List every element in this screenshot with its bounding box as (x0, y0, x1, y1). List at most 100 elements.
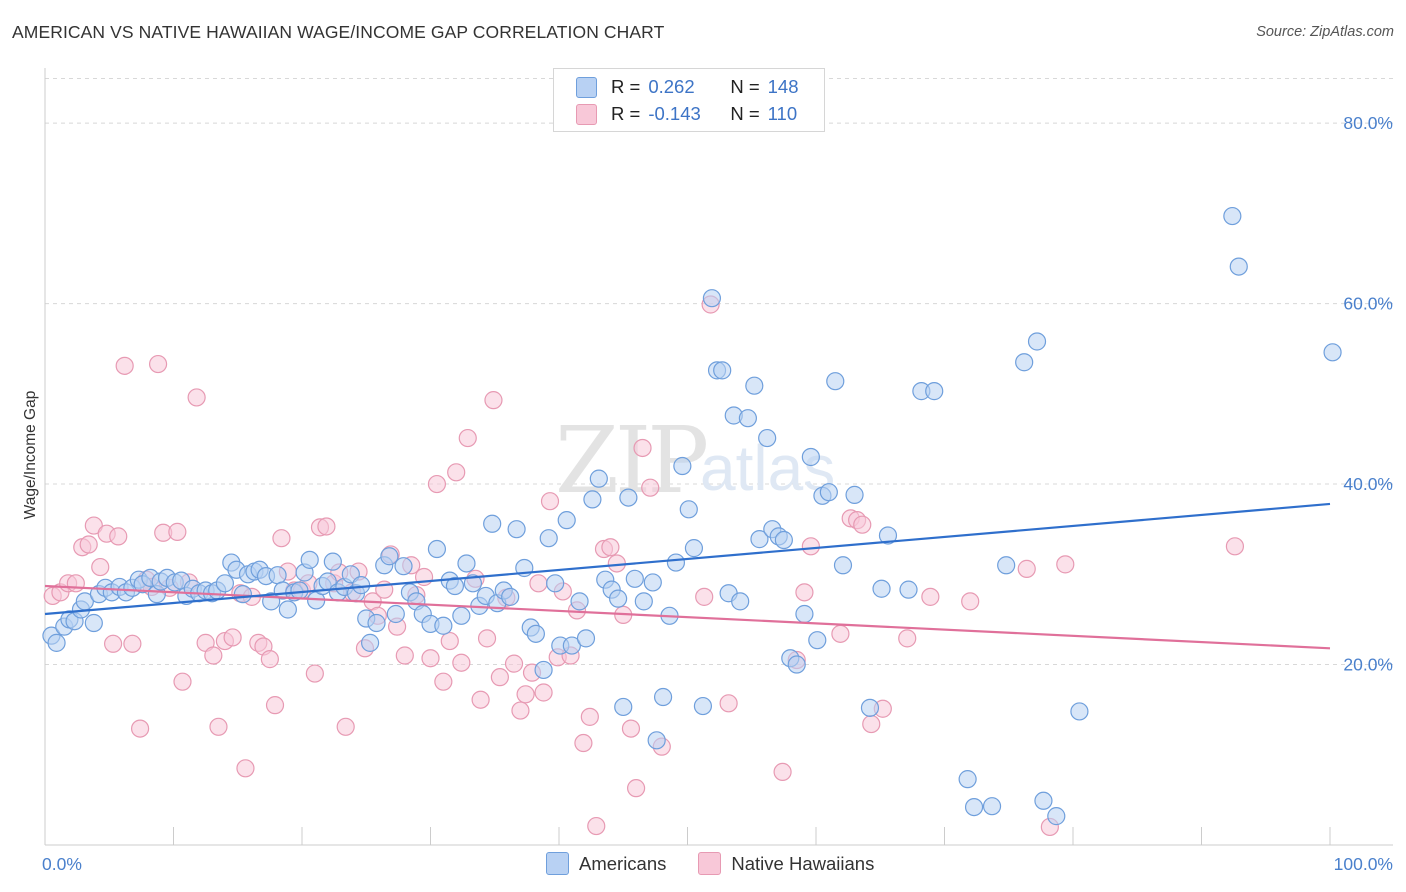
native-hawaiian-point (633, 438, 652, 458)
native-hawaiian-point (695, 587, 714, 606)
american-point (1229, 257, 1248, 276)
legend-label-native-hawaiians: Native Hawaiians (731, 852, 875, 874)
x-tick-label: 100.0% (1334, 854, 1393, 874)
americans-swatch (546, 852, 569, 875)
american-point (787, 655, 806, 674)
native-hawaiian-point (440, 631, 459, 651)
american-point (278, 600, 297, 619)
native-hawaiian-point (265, 696, 285, 715)
americans-swatch (576, 76, 597, 98)
american-point (745, 376, 764, 395)
legend-r-label: R = (611, 76, 641, 97)
native-hawaiian-point (795, 583, 814, 602)
american-point (609, 589, 628, 608)
american-point (367, 613, 386, 633)
american-point (546, 574, 565, 593)
native-hawaiian-point (1056, 555, 1075, 574)
american-point (738, 409, 757, 428)
chart-title: AMERICAN VS NATIVE HAWAIIAN WAGE/INCOME … (12, 22, 665, 42)
y-tick-label: 20.0% (1343, 655, 1393, 675)
native-hawaiian-point (587, 816, 606, 836)
american-point (750, 530, 769, 549)
native-hawaiian-point (148, 354, 168, 374)
native-hawaiians-series (43, 295, 1245, 837)
american-point (539, 529, 558, 548)
american-point (819, 483, 838, 502)
american-point (463, 574, 483, 593)
american-point (380, 547, 399, 566)
native-hawaiian-point (447, 463, 466, 482)
legend-r-value: 0.262 (648, 76, 695, 97)
american-point (1047, 807, 1066, 826)
american-point (583, 490, 602, 509)
american-point (589, 469, 608, 488)
american-point (860, 698, 880, 717)
american-point (826, 372, 845, 391)
native-hawaiian-point (961, 592, 980, 611)
axes (44, 68, 1393, 846)
legend-n-label: N = (730, 103, 760, 124)
native-hawaiian-point (272, 529, 291, 548)
american-point (290, 581, 309, 600)
native-hawaiian-point (79, 535, 98, 554)
y-tick-label: 40.0% (1343, 474, 1393, 494)
native-hawaiian-point (421, 649, 440, 668)
american-point (795, 604, 814, 624)
native-hawaiian-point (336, 717, 355, 736)
american-point (808, 631, 827, 650)
american-point (647, 731, 666, 750)
native-hawaiian-point (1017, 559, 1036, 578)
american-point (323, 552, 342, 571)
american-point (634, 592, 653, 611)
american-point (47, 633, 66, 652)
native-hawaiian-point (236, 759, 255, 778)
x-tick-labels: 0.0% 100.0% (42, 854, 1393, 874)
american-point (625, 569, 644, 588)
native-hawaiian-point (540, 492, 560, 511)
native-hawaiian-point (471, 690, 490, 709)
native-hawaiian-point (898, 629, 917, 648)
american-point (673, 456, 692, 476)
american-point (507, 520, 526, 539)
legend-r-label: R = (611, 103, 641, 124)
native-hawaiian-point (773, 762, 792, 782)
stats-legend: R = 0.262 N = 148 R = -0.143 N = 110 (553, 68, 825, 132)
native-hawaiians-swatch (698, 852, 722, 875)
american-point (878, 526, 898, 545)
american-point (833, 556, 853, 575)
american-point (394, 557, 413, 576)
native-hawaiian-point (395, 646, 414, 665)
native-hawaiian-point (574, 733, 593, 753)
native-hawaiian-point (621, 719, 641, 738)
american-point (679, 500, 698, 519)
native-hawaiian-point (91, 557, 110, 577)
legend-item-americans: Americans (546, 852, 666, 875)
native-hawaiian-point (104, 634, 123, 653)
native-hawaiian-point (831, 624, 850, 643)
native-hawaiian-point (434, 672, 453, 691)
chart-source: Source: ZipAtlas.com (1256, 24, 1394, 40)
native-hawaiian-point (223, 628, 242, 647)
native-hawaiian-point (452, 653, 471, 672)
native-hawaiian-point (209, 717, 228, 736)
native-hawaiians-swatch (576, 103, 597, 125)
native-hawaiian-point (516, 685, 535, 704)
series-legend: Americans Native Hawaiians (546, 852, 906, 875)
legend-n-label: N = (730, 76, 760, 97)
american-point (501, 587, 520, 606)
native-hawaiian-point (719, 694, 738, 713)
native-hawaiian-point (168, 522, 187, 541)
native-hawaiian-point (853, 515, 872, 534)
legend-r-value: -0.143 (648, 103, 701, 124)
american-point (982, 797, 1002, 816)
native-hawaiian-point (187, 388, 206, 407)
american-point (925, 382, 944, 401)
american-point (562, 636, 581, 655)
native-hawaiian-point (529, 574, 548, 593)
native-hawaiian-point (1225, 537, 1245, 556)
americans-series (42, 206, 1342, 826)
american-point (774, 530, 793, 550)
x-tick-label: 0.0% (42, 854, 82, 874)
y-axis-label: Wage/Income Gap (22, 391, 39, 520)
